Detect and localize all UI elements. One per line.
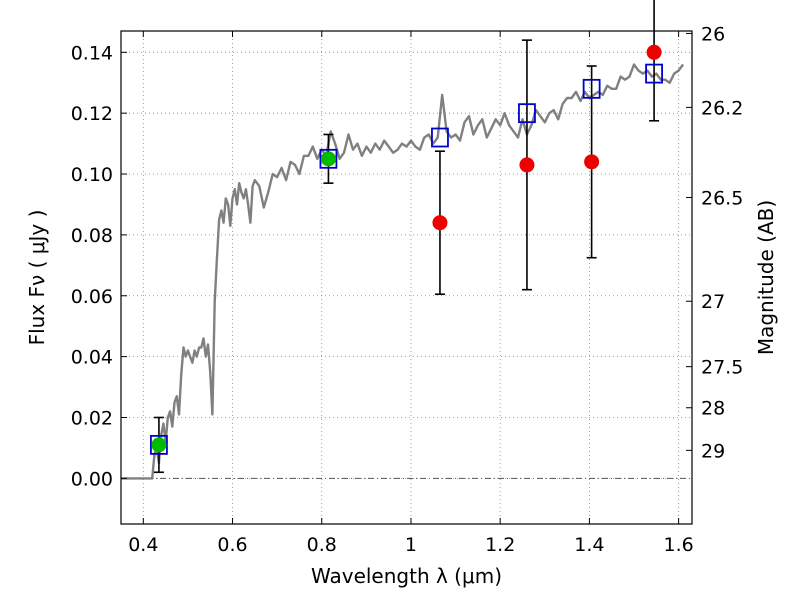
y-axis-title: Flux Fν ( μJy ) [25, 210, 49, 346]
right-tick-label: 29 [701, 440, 725, 462]
y-tick-label: 0.02 [71, 407, 113, 429]
y-tick-label: 0.10 [71, 164, 113, 186]
sed-model-line [121, 63, 685, 480]
observed-flux-point-red [646, 44, 662, 60]
y-tick-label: 0.14 [71, 42, 113, 64]
observed-flux-point-red [432, 215, 448, 231]
sed-spectrum-layer [121, 63, 685, 480]
model-flux-marker [319, 148, 338, 169]
model-flux-marker [518, 103, 536, 124]
ticks-layer: 0.4 0.6 0.8 1 1.2 1.4 1.6 0.00 0.02 0.04 0.06 0.08 0… [71, 23, 744, 556]
plot-frame [120, 30, 693, 525]
error-bars-layer [153, 0, 660, 474]
y-tick-label: 0.12 [71, 103, 113, 125]
model-flux-marker [645, 63, 663, 84]
observed-flux-point-green [320, 151, 336, 167]
right-tick-label: 27.5 [701, 357, 743, 379]
x-tick-label: 0.8 [307, 534, 337, 556]
model-flux-marker [431, 127, 449, 148]
x-axis-title: Wavelength λ (μm) [311, 564, 502, 588]
x-tick-label: 1.2 [485, 534, 515, 556]
x-tick-label: 0.4 [128, 534, 158, 556]
model-flux-marker [582, 78, 601, 99]
model-flux-marker [150, 434, 168, 455]
observed-flux-point-red [519, 157, 535, 173]
right-tick-label: 26.5 [701, 187, 743, 209]
y-tick-label: 0.06 [71, 286, 113, 308]
right-tick-label: 26.2 [701, 97, 743, 119]
x-tick-label: 1 [405, 534, 417, 556]
right-tick-label: 27 [701, 291, 725, 313]
x-tick-label: 1.6 [664, 534, 694, 556]
x-tick-label: 0.6 [217, 534, 247, 556]
y-tick-label: 0.08 [71, 225, 113, 247]
observed-flux-point-green [151, 437, 167, 453]
markers-layer [150, 44, 663, 455]
y-tick-label: 0.04 [71, 347, 113, 369]
observed-flux-point-red [584, 154, 600, 170]
right-tick-label: 26 [701, 23, 725, 45]
grid-lines [121, 31, 692, 524]
x-tick-label: 1.4 [574, 534, 604, 556]
right-tick-label: 28 [701, 398, 725, 420]
y-axis-right-title: Magnitude (AB) [754, 200, 778, 355]
y-tick-label: 0.00 [71, 468, 113, 490]
